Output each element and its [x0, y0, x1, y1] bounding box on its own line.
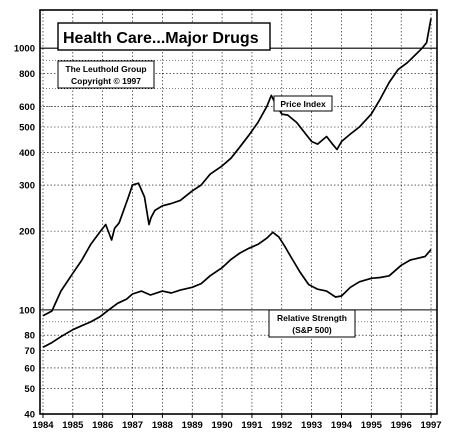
- title-box: Health Care...Major Drugs: [57, 22, 271, 51]
- x-tick-label: 1989: [182, 420, 203, 431]
- relative-strength-label-line-2: (S&P 500): [292, 325, 332, 335]
- x-tick-label: 1987: [122, 420, 143, 431]
- y-tick-label: 80: [24, 331, 35, 342]
- y-tick-label: 100: [19, 305, 35, 316]
- y-tick-label: 300: [19, 181, 35, 192]
- y-tick-label: 200: [19, 227, 35, 238]
- y-tick-label: 800: [19, 69, 35, 80]
- x-tick-label: 1990: [212, 420, 233, 431]
- y-axis: 40 50 60 70 80 100 200 300 400 500 600 800 1000: [14, 44, 35, 421]
- x-tick-label: 1988: [152, 420, 173, 431]
- plot-frame: [39, 9, 438, 415]
- x-tick-label: 1991: [241, 420, 263, 431]
- title-frame: [57, 22, 271, 51]
- credit-line-2: Copyright © 1997: [71, 76, 141, 86]
- y-tick-label: 400: [19, 148, 35, 159]
- credit-line-1: The Leuthold Group: [65, 64, 146, 74]
- x-tick-label: 1996: [391, 420, 412, 431]
- y-tick-label: 50: [24, 384, 35, 395]
- y-tick-label: 1000: [14, 44, 35, 55]
- x-axis: 1984 1985 1986 1987 1988 1989 1990 1991 1992 1993…: [32, 414, 442, 431]
- series-layer: [42, 18, 432, 348]
- x-tick-label: 1994: [331, 420, 353, 431]
- price-index-label-frame: [273, 95, 333, 112]
- x-tick-label: 1984: [32, 420, 54, 431]
- price-index-annotation: Price Index: [273, 95, 333, 112]
- relative-strength-annotation: Relative Strength (S&P 500): [268, 309, 356, 338]
- x-tick-label: 1997: [420, 420, 441, 431]
- y-tick-label: 40: [24, 410, 35, 421]
- chart-title: Health Care...Major Drugs: [63, 30, 259, 47]
- x-tick-label: 1995: [361, 420, 383, 431]
- x-tick-label: 1985: [62, 420, 84, 431]
- y-tick-label: 500: [19, 122, 35, 133]
- price-index-line: [42, 18, 432, 317]
- price-index-label: Price Index: [280, 99, 326, 109]
- relative-strength-label-line-1: Relative Strength: [277, 313, 347, 323]
- x-tick-label: 1993: [301, 420, 322, 431]
- relative-strength-label-frame: [268, 309, 356, 338]
- relative-strength-line: [42, 231, 432, 348]
- credit-box: The Leuthold Group Copyright © 1997: [57, 60, 155, 89]
- x-tick-label: 1986: [92, 420, 113, 431]
- y-tick-label: 70: [24, 346, 35, 357]
- y-tick-label: 600: [19, 102, 35, 113]
- y-tick-label: 60: [24, 363, 35, 374]
- credit-frame: [57, 60, 155, 89]
- x-tick-label: 1992: [271, 420, 292, 431]
